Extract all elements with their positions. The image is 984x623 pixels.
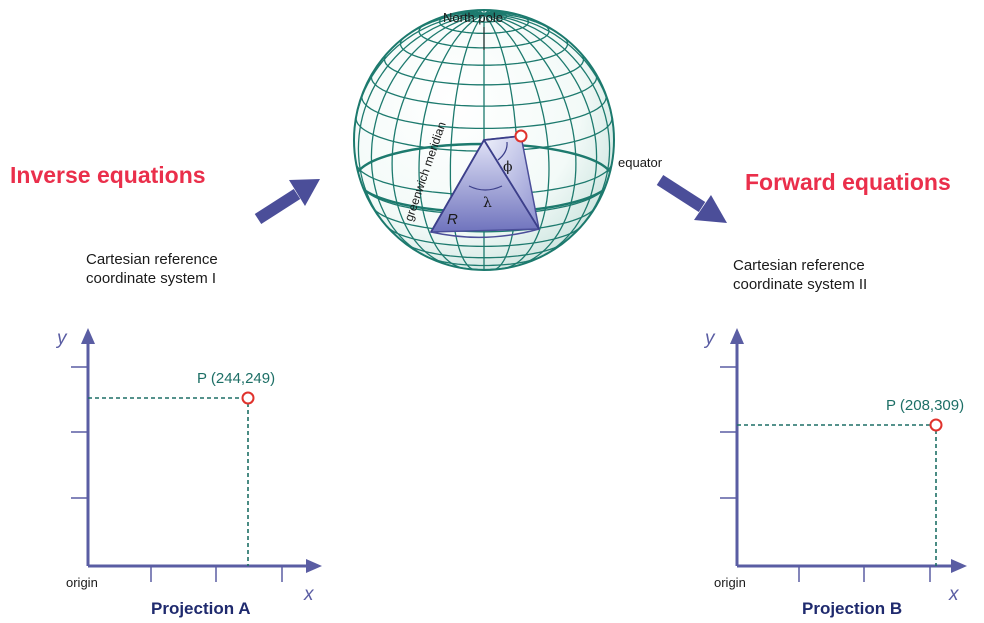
projection-b-x-arrow-icon — [951, 559, 967, 573]
projection-a-point-label: P (244,249) — [197, 370, 275, 387]
north-pole-label: North pole — [443, 10, 503, 25]
forward-arrow-icon — [656, 174, 727, 223]
projection-a-x-label: x — [303, 584, 315, 605]
projection-b-plot: P (208,309) y x origin Projection B — [703, 328, 967, 618]
inverse-equations-heading: Inverse equations — [10, 162, 206, 188]
radius-label: R — [447, 211, 458, 228]
equator-label: equator — [618, 155, 663, 170]
globe-meridian-line — [390, 13, 485, 50]
globe-meridian-line — [483, 10, 493, 15]
projection-b-point-label: P (208,309) — [886, 397, 964, 414]
inverse-arrow-icon — [254, 179, 320, 225]
globe-meridian-line — [483, 12, 541, 24]
projection-b-y-label: y — [703, 328, 716, 349]
globe-meridian-line — [483, 10, 505, 16]
globe-meridian-line — [483, 13, 598, 261]
projection-b-origin-label: origin — [714, 575, 746, 590]
projection-b-title: Projection B — [802, 599, 902, 618]
projection-a-point-marker — [241, 391, 255, 405]
forward-equations-heading: Forward equations — [745, 169, 951, 195]
projection-a-plot: P (244,249) y x origin Projection A — [55, 328, 322, 618]
latitude-symbol: ϕ — [503, 159, 513, 175]
projection-a-title: Projection A — [151, 599, 251, 618]
globe-meridian-line — [391, 13, 485, 267]
system-i-caption-line1: Cartesian reference — [86, 251, 218, 268]
globe-meridian-line — [427, 12, 485, 24]
globe-meridian-line — [483, 13, 611, 236]
globe-meridian-line — [483, 11, 518, 16]
projection-a-y-label: y — [55, 328, 68, 349]
globe-meridian-line — [483, 13, 578, 50]
globe-meridian-line — [354, 13, 485, 147]
projection-a-origin-label: origin — [66, 575, 98, 590]
projection-b-point-marker — [929, 418, 943, 432]
globe-point-marker — [514, 129, 528, 143]
longitude-symbol: λ — [483, 195, 492, 211]
projection-a-y-arrow-icon — [81, 328, 95, 344]
system-ii-caption-line1: Cartesian reference — [733, 257, 865, 274]
system-i-caption-line2: coordinate system I — [86, 270, 216, 287]
globe-meridian-line — [370, 13, 485, 261]
globe-meridian-line — [483, 13, 614, 147]
projection-b-x-label: x — [948, 584, 960, 605]
globe: ϕ λ R greenwich meridian — [353, 9, 615, 271]
system-ii-caption-line2: coordinate system II — [733, 276, 867, 293]
globe-meridian-line — [449, 13, 485, 270]
globe-meridian-line — [483, 13, 577, 267]
projection-a-x-arrow-icon — [306, 559, 322, 573]
globe-meridian-line — [357, 13, 485, 236]
projection-b-y-arrow-icon — [730, 328, 744, 344]
